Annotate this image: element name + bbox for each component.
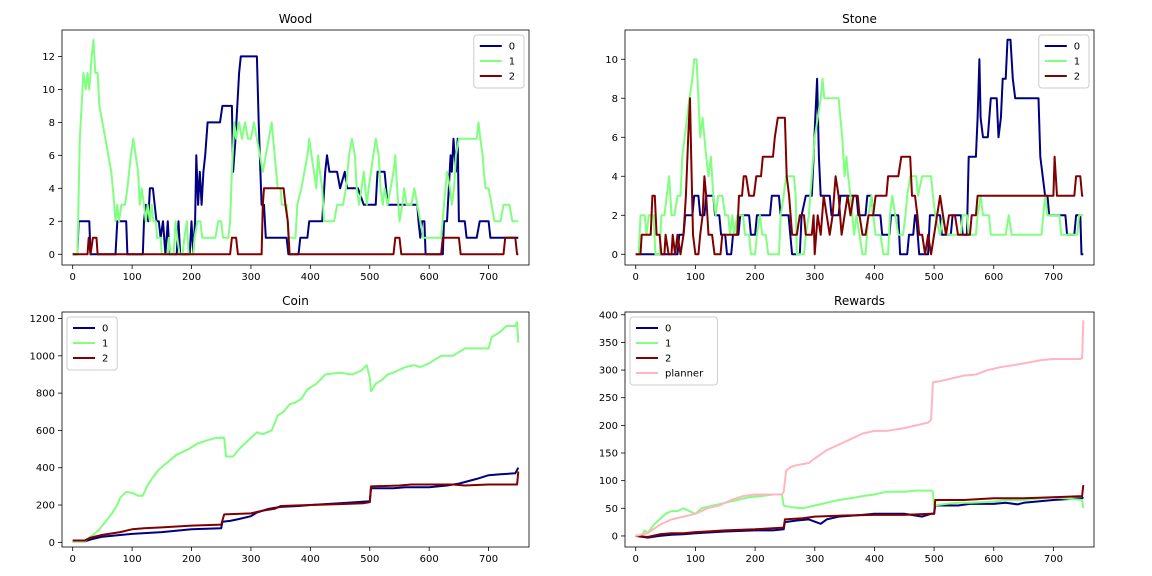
y-tick-label: 200 bbox=[36, 501, 55, 512]
y-tick-label: 6 bbox=[612, 133, 618, 144]
legend-box bbox=[629, 316, 718, 386]
x-tick-label: 200 bbox=[746, 272, 765, 283]
x-tick-label: 700 bbox=[1044, 554, 1063, 565]
legend-label: 0 bbox=[509, 42, 515, 53]
x-tick-label: 600 bbox=[420, 272, 439, 283]
x-tick-label: 100 bbox=[686, 272, 705, 283]
y-tick-label: 2 bbox=[49, 217, 55, 228]
y-tick-label: 400 bbox=[36, 463, 55, 474]
legend-label: planner bbox=[665, 369, 704, 380]
x-tick-label: 500 bbox=[360, 554, 379, 565]
y-tick-label: 400 bbox=[599, 310, 618, 321]
y-tick-label: 4 bbox=[49, 184, 55, 195]
axes-frame bbox=[624, 311, 1095, 548]
legend-label: 0 bbox=[102, 324, 108, 335]
y-tick-label: 8 bbox=[49, 118, 55, 129]
chart-title: Stone bbox=[842, 12, 877, 26]
series-line-2 bbox=[635, 97, 1084, 256]
y-tick-label: 12 bbox=[42, 52, 55, 63]
legend-label: 1 bbox=[509, 57, 515, 68]
series-line-2 bbox=[72, 471, 520, 542]
axes-frame bbox=[61, 29, 530, 266]
chart-title: Rewards bbox=[834, 294, 885, 308]
x-tick-label: 400 bbox=[865, 272, 884, 283]
axes-frame bbox=[624, 29, 1095, 266]
legend-label: 2 bbox=[509, 72, 515, 83]
y-tick-label: 100 bbox=[599, 476, 618, 487]
series-line-1 bbox=[72, 321, 520, 543]
x-tick-label: 0 bbox=[633, 272, 639, 283]
y-tick-label: 1000 bbox=[30, 351, 55, 362]
x-tick-label: 100 bbox=[123, 554, 142, 565]
legend-label: 0 bbox=[1074, 42, 1080, 53]
x-tick-label: 100 bbox=[686, 554, 705, 565]
x-tick-label: 100 bbox=[123, 272, 142, 283]
x-tick-label: 0 bbox=[633, 554, 639, 565]
x-tick-label: 600 bbox=[420, 554, 439, 565]
y-tick-label: 0 bbox=[612, 531, 618, 542]
x-tick-label: 600 bbox=[984, 554, 1003, 565]
x-tick-label: 400 bbox=[301, 272, 320, 283]
y-tick-label: 6 bbox=[49, 151, 55, 162]
x-tick-label: 400 bbox=[301, 554, 320, 565]
series-line-0 bbox=[635, 38, 1084, 256]
x-tick-label: 0 bbox=[70, 554, 76, 565]
y-tick-label: 300 bbox=[599, 366, 618, 377]
legend-label: 2 bbox=[1074, 72, 1080, 83]
series-line-2 bbox=[72, 187, 519, 256]
x-tick-label: 0 bbox=[70, 272, 76, 283]
series-line-1 bbox=[635, 489, 1085, 537]
x-tick-label: 200 bbox=[182, 272, 201, 283]
x-tick-label: 600 bbox=[984, 272, 1003, 283]
legend-label: 1 bbox=[665, 339, 671, 350]
x-tick-label: 300 bbox=[805, 554, 824, 565]
legend-label: 1 bbox=[1074, 57, 1080, 68]
y-tick-label: 0 bbox=[49, 250, 55, 261]
y-tick-label: 50 bbox=[605, 504, 618, 515]
y-tick-label: 10 bbox=[42, 85, 55, 96]
legend-label: 2 bbox=[665, 354, 671, 365]
axes-frame bbox=[61, 311, 530, 548]
x-tick-label: 700 bbox=[479, 272, 498, 283]
x-tick-label: 200 bbox=[746, 554, 765, 565]
series-line-planner bbox=[635, 320, 1085, 537]
y-tick-label: 800 bbox=[36, 389, 55, 400]
y-tick-label: 200 bbox=[599, 421, 618, 432]
y-tick-label: 150 bbox=[599, 449, 618, 460]
y-tick-label: 250 bbox=[599, 393, 618, 404]
y-tick-label: 600 bbox=[36, 426, 55, 437]
y-tick-label: 8 bbox=[612, 94, 618, 105]
x-tick-label: 700 bbox=[479, 554, 498, 565]
y-tick-label: 10 bbox=[605, 55, 618, 66]
x-tick-label: 200 bbox=[182, 554, 201, 565]
panel-coin: Coin 0 100 200 300 400 500 600 700 0 200 400 600 800 1… bbox=[30, 294, 530, 565]
chart-title: Coin bbox=[282, 294, 309, 308]
series-line-1 bbox=[72, 38, 519, 256]
x-tick-label: 300 bbox=[805, 272, 824, 283]
legend-label: 2 bbox=[102, 354, 108, 365]
y-tick-label: 4 bbox=[612, 172, 618, 183]
y-tick-label: 1200 bbox=[30, 314, 55, 325]
y-tick-label: 0 bbox=[612, 250, 618, 261]
legend-label: 1 bbox=[102, 339, 108, 350]
y-tick-label: 0 bbox=[49, 538, 55, 549]
x-tick-label: 500 bbox=[360, 272, 379, 283]
x-tick-label: 500 bbox=[925, 272, 944, 283]
y-tick-label: 350 bbox=[599, 338, 618, 349]
series-line-2 bbox=[635, 484, 1085, 538]
series-line-1 bbox=[635, 58, 1084, 256]
chart-title: Wood bbox=[279, 12, 312, 26]
x-tick-label: 500 bbox=[925, 554, 944, 565]
x-tick-label: 400 bbox=[865, 554, 884, 565]
y-tick-label: 2 bbox=[612, 211, 618, 222]
x-tick-label: 300 bbox=[241, 272, 260, 283]
x-tick-label: 700 bbox=[1044, 272, 1063, 283]
x-tick-label: 300 bbox=[241, 554, 260, 565]
legend-label: 0 bbox=[665, 324, 671, 335]
